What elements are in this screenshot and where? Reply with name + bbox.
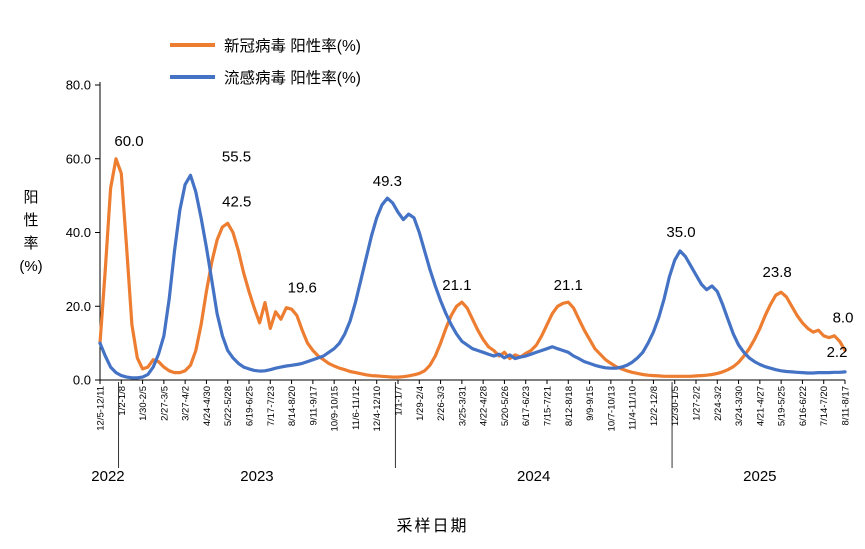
data-label: 35.0: [666, 224, 695, 241]
data-label: 2.2: [827, 344, 848, 361]
x-tick-label: 5/20-5/26: [500, 386, 511, 426]
y-axis-title-char: (%): [19, 258, 43, 275]
x-tick-label: 1/1-1/7: [394, 386, 405, 416]
x-tick-label: 5/22-5/28: [223, 386, 234, 426]
x-tick-label: 4/22-4/28: [479, 386, 490, 426]
x-tick-label: 4/21-4/27: [755, 386, 766, 426]
x-tick-label: 4/24-4/30: [202, 386, 213, 426]
data-label: 55.5: [222, 148, 251, 165]
chart-legend: 新冠病毒 阳性率(%) 流感病毒 阳性率(%): [170, 34, 361, 87]
data-label: 21.1: [554, 277, 583, 294]
x-tick-label: 6/16-6/22: [798, 386, 809, 426]
x-tick-label: 11/6-11/12: [351, 386, 362, 430]
covid-line-swatch: [170, 42, 215, 47]
y-tick-label: 40.0: [66, 225, 91, 240]
year-label: 2025: [743, 468, 776, 485]
data-label: 21.1: [442, 277, 471, 294]
data-label: 60.0: [114, 133, 143, 150]
y-tick-label: 20.0: [66, 299, 91, 314]
year-label: 2024: [517, 468, 550, 485]
y-axis-title-char: 阳: [23, 189, 39, 206]
x-tick-label: 3/24-3/30: [734, 386, 745, 426]
x-tick-label: 9/11-9/17: [308, 386, 319, 425]
flu-series-line: [98, 173, 847, 380]
x-tick-label: 2/27-3/5: [159, 386, 170, 421]
flu-line-swatch: [170, 74, 215, 79]
x-tick-label: 3/25-3/31: [457, 386, 468, 426]
x-tick-label: 9/9-9/15: [585, 386, 596, 421]
x-tick-label: 8/11-8/17: [841, 386, 852, 425]
x-tick-label: 3/27-4/2: [181, 386, 192, 421]
x-tick-label: 8/14-8/20: [287, 386, 298, 426]
x-tick-label: 6/17-6/23: [521, 386, 532, 426]
x-tick-label: 1/2-1/8: [117, 386, 128, 416]
flu-legend-label: 流感病毒 阳性率(%): [224, 69, 361, 87]
x-tick-label: 1/27-2/2: [692, 386, 703, 421]
x-axis-title: 采样日期: [396, 518, 469, 535]
x-tick-label: 1/30-2/5: [138, 386, 149, 421]
x-tick-label: 5/19-5/25: [777, 386, 788, 426]
y-tick-label: 80.0: [66, 78, 91, 93]
y-tick-label: 0.0: [73, 373, 91, 388]
x-tick-label: 6/19-6/25: [245, 386, 256, 426]
data-label: 19.6: [288, 280, 317, 297]
data-label: 42.5: [222, 193, 251, 210]
data-label: 23.8: [763, 264, 792, 281]
year-label: 2023: [240, 468, 273, 485]
x-tick-label: 10/9-10/15: [330, 386, 341, 431]
y-axis-title: 阳 性 率 (%): [14, 186, 48, 278]
x-tick-label: 12/30-1/5: [670, 386, 681, 426]
x-tick-label: 7/15-7/21: [543, 386, 554, 426]
covid-legend-label: 新冠病毒 阳性率(%): [224, 37, 361, 55]
x-tick-label: 2/24-3/2: [713, 386, 724, 421]
x-tick-label: 1/29-2/4: [415, 386, 426, 421]
x-tick-label: 12/5-12/11: [96, 386, 107, 431]
x-tick-label: 12/2-12/8: [649, 386, 660, 426]
x-tick-label: 7/14-7/20: [819, 386, 830, 426]
x-tick-label: 12/4-12/10: [372, 386, 383, 431]
y-axis-title-char: 性: [23, 212, 39, 229]
data-label: 49.3: [373, 173, 402, 190]
covid-series-line: [98, 157, 847, 379]
legend-item-covid: 新冠病毒 阳性率(%): [170, 34, 361, 55]
legend-item-flu: 流感病毒 阳性率(%): [170, 66, 361, 87]
x-tick-label: 7/17-7/23: [266, 386, 277, 426]
x-tick-label: 2/26-3/3: [436, 386, 447, 421]
data-label: 8.0: [833, 310, 854, 327]
y-axis-title-char: 率: [23, 235, 39, 252]
x-tick-label: 11/4-11/10: [628, 386, 639, 430]
x-tick-label: 8/12-8/18: [564, 386, 575, 426]
year-label: 2022: [91, 468, 124, 485]
x-tick-label: 10/7-10/13: [606, 386, 617, 431]
y-tick-label: 60.0: [66, 151, 91, 166]
